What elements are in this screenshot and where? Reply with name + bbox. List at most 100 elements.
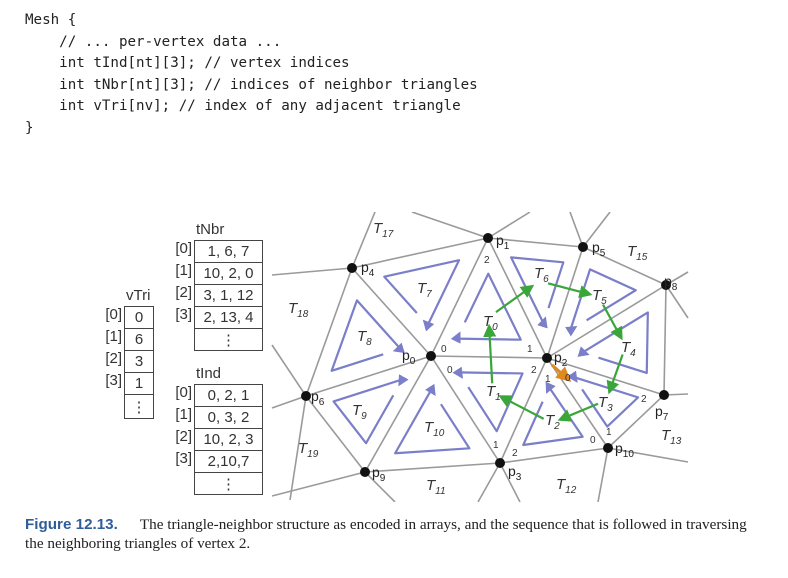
- code-line: int tNbr[nt][3]; // indices of neighbor …: [25, 76, 478, 93]
- vertex-dot-p1: [483, 233, 493, 243]
- vertex-dot-p3: [495, 458, 505, 468]
- corner-index: 0: [590, 435, 596, 446]
- mesh-edge: [271, 344, 307, 397]
- orientation-loop: [332, 374, 409, 445]
- row-index: [2]: [175, 284, 192, 301]
- triangle-label-t3: T3: [598, 394, 613, 414]
- mesh-edge: [430, 237, 489, 357]
- vertex-label-p7: p7: [655, 403, 669, 423]
- mesh-edge: [271, 267, 353, 276]
- triangle-label-t8: T8: [357, 328, 372, 348]
- mesh-vertices: [301, 233, 671, 477]
- vertex-dot-p6: [301, 391, 311, 401]
- caption-text: The triangle-neighbor structure as encod…: [25, 516, 747, 552]
- vertex-dot-p8: [661, 280, 671, 290]
- traversal-arrow: [606, 354, 624, 395]
- orientation-loop: [565, 268, 637, 337]
- vertex-dot-p7: [659, 390, 669, 400]
- table-cell-more: ⋮: [194, 328, 263, 351]
- vertex-dot-p9: [360, 467, 370, 477]
- row-index: [1]: [175, 262, 192, 279]
- corner-index-labels: 2 0 0 1 2 1 0 2 1 2 0 1: [441, 255, 647, 459]
- mesh-edge: [487, 237, 584, 248]
- triangle-label-t13: T13: [661, 427, 682, 447]
- triangle-label-t5: T5: [592, 287, 607, 307]
- mesh-edge: [289, 395, 307, 501]
- triangle-label-t18: T18: [288, 300, 309, 320]
- mesh-edge: [546, 246, 584, 359]
- code-line: Mesh {: [25, 12, 77, 28]
- row-index: [0]: [105, 306, 122, 323]
- vertex-label-p3: p3: [508, 463, 522, 483]
- corner-index: 0: [565, 373, 571, 384]
- code-line: int vTri[nv]; // index of any adjacent t…: [25, 98, 461, 114]
- mesh-edge: [607, 394, 665, 449]
- mesh-edge: [351, 267, 432, 357]
- triangle-label-t4: T4: [621, 339, 636, 359]
- orientation-loop: [522, 381, 584, 447]
- code-line: int tInd[nt][3]; // vertex indices: [25, 55, 350, 71]
- vertex-label-p6: p6: [311, 388, 325, 408]
- triangle-label-t2: T2: [545, 412, 560, 432]
- vertex-dot-p10: [603, 443, 613, 453]
- corner-index: 2: [641, 394, 647, 405]
- mesh-edge: [546, 284, 667, 359]
- row-index: [3]: [175, 306, 192, 323]
- mesh-edge: [663, 284, 667, 396]
- figure-number: Figure 12.13.: [25, 516, 118, 533]
- orientation-loop: [450, 272, 522, 344]
- mesh-edge: [351, 237, 489, 269]
- vertex-label-p8: p8: [664, 273, 678, 293]
- mesh-edge: [499, 357, 548, 464]
- row-index: [3]: [105, 372, 122, 389]
- mesh-edge: [271, 471, 366, 497]
- vertex-label-p10: p10: [615, 440, 634, 460]
- triangle-label-t10: T10: [424, 419, 445, 439]
- mesh-edge: [499, 462, 521, 502]
- vertex-label-p4: p4: [361, 259, 375, 279]
- corner-index: 0: [447, 365, 453, 376]
- corner-index: 1: [493, 440, 499, 451]
- corner-index: 1: [606, 427, 612, 438]
- triangle-labels: T0 T1 T2 T3 T4 T5 T6 T7 T8 T9 T10 T11 T1…: [288, 220, 682, 497]
- vertex-dot-p2: [542, 353, 552, 363]
- mesh-edge: [607, 447, 689, 463]
- mesh-edge: [411, 212, 489, 239]
- traversal-arrow: [557, 402, 599, 422]
- traversal-arrow: [495, 284, 535, 313]
- orientation-loop: [394, 383, 471, 455]
- mesh-edge: [364, 471, 396, 502]
- traversal-arrow: [483, 323, 497, 384]
- vertex-label-p2: p2: [554, 349, 568, 369]
- table-title: vTri: [126, 287, 151, 304]
- table-title: tNbr: [196, 221, 225, 238]
- orientation-loop: [383, 259, 461, 332]
- triangle-label-t15: T15: [627, 243, 648, 263]
- corner-index: 2: [484, 255, 490, 266]
- triangle-orientation-loops: [330, 256, 649, 455]
- row-index: [1]: [105, 328, 122, 345]
- orientation-loop: [330, 299, 405, 372]
- orientation-loop: [566, 370, 640, 428]
- mesh-edge: [597, 447, 609, 502]
- orientation-loop: [577, 311, 649, 375]
- code-line: // ... per-vertex data ...: [25, 33, 282, 50]
- mesh-edge: [665, 284, 689, 319]
- triangle-label-t17: T17: [373, 220, 394, 240]
- triangle-label-t6: T6: [534, 265, 549, 285]
- vertex-label-p9: p9: [372, 464, 386, 484]
- table-title: tInd: [196, 365, 222, 382]
- triangle-label-t1: T1: [486, 383, 501, 403]
- mesh-edge: [305, 355, 432, 397]
- vertex-dot-p4: [347, 263, 357, 273]
- vertex-dot-p5: [578, 242, 588, 252]
- mesh-edge: [499, 447, 609, 464]
- corner-index: 2: [531, 365, 537, 376]
- triangle-label-t11: T11: [426, 477, 446, 497]
- mesh-edge: [305, 395, 366, 473]
- triangle-label-t7: T7: [417, 280, 432, 300]
- triangle-label-t9: T9: [352, 402, 367, 422]
- mesh-edge: [430, 355, 548, 359]
- mesh-edge: [271, 395, 307, 409]
